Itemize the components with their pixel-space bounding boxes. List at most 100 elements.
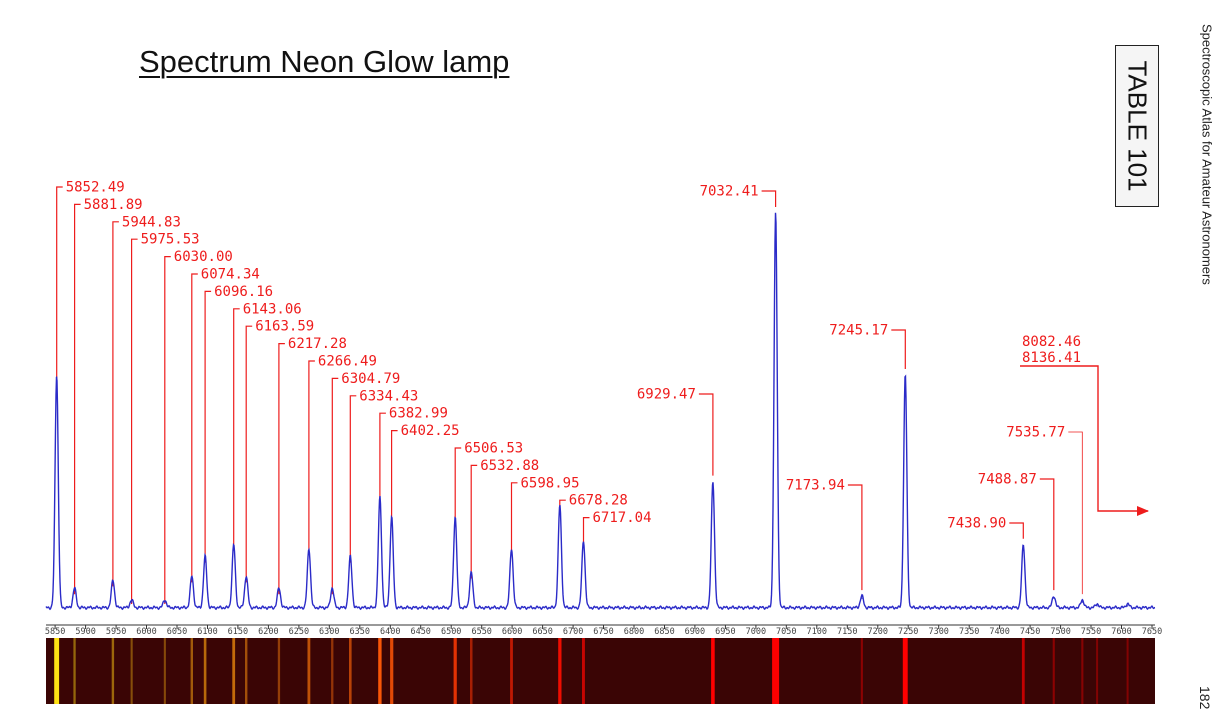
x-tick-label: 6050 [167,627,187,637]
offscale-label: 8136.41 [1022,350,1081,366]
emission-peak [470,573,472,576]
x-tick-label: 7400 [989,627,1009,637]
emission-peak [164,601,166,603]
emission-peak [510,550,513,552]
annotation-leader [56,186,63,381]
annotation-leader [1009,522,1024,539]
strip-line [1052,638,1055,704]
annotation-label: 7173.94 [786,478,845,494]
annotation-label: 6402.25 [401,423,460,439]
annotation-label: 6030.00 [174,249,233,265]
strip-line [203,638,207,704]
x-tick-label: 7650 [1142,627,1162,637]
annotation-leader [164,256,171,604]
x-tick-label: 6900 [685,627,705,637]
x-tick-label: 6650 [532,627,552,637]
x-tick-label: 7000 [746,627,766,637]
strip-line [510,638,513,704]
x-tick-label: 6000 [136,627,156,637]
x-tick-label: 7200 [868,627,888,637]
annotation-leader [391,430,398,524]
strip-line [163,638,166,704]
annotation-leader [891,329,906,369]
emission-peak [331,589,333,591]
x-tick-label: 7500 [1050,627,1070,637]
annotation-leader [582,517,590,547]
emission-peak [1127,605,1129,607]
annotation-label: 5881.89 [84,197,143,213]
page-title: Spectrum Neon Glow lamp [139,44,510,79]
annotation-leader [278,343,285,595]
emission-peak [775,214,777,216]
x-tick-label: 6300 [319,627,339,637]
strip-line [390,638,394,704]
x-tick-label: 6700 [563,627,583,637]
x-tick-label: 5850 [45,627,65,637]
strip-line [130,638,133,704]
annotation-leader [847,484,863,591]
x-tick-label: 5900 [75,627,95,637]
annotation-leader [761,190,777,207]
x-tick-label: 7350 [959,627,979,637]
offscale-label: 8082.46 [1022,334,1081,350]
x-tick-label: 6250 [289,627,309,637]
x-tick-label: 6200 [258,627,278,637]
strip-line [1021,638,1025,704]
emission-peak [112,581,114,584]
annotation-leader [245,325,253,583]
strip-line [772,638,780,704]
annotation-leader [1068,431,1083,595]
strip-line [1096,638,1099,704]
x-tick-label: 6100 [197,627,217,637]
emission-peak [1022,546,1024,548]
annotation-leader [1039,478,1055,591]
annotation-leader [331,377,339,595]
emission-peak [582,542,585,544]
emission-peak [712,483,714,485]
annotation-leader [470,464,478,579]
emission-peak [131,601,133,603]
annotation-leader [131,238,138,604]
x-tick-label: 7100 [807,627,827,637]
x-tick-label: 7050 [776,627,796,637]
strip-line [1126,638,1129,704]
strip-line [378,638,382,704]
strip-line [349,638,352,704]
annotation-label: 7438.90 [947,516,1006,532]
annotation-label: 6304.79 [341,371,400,387]
annotation-leader [204,290,212,563]
emission-peak [1081,601,1083,603]
annotation-label: 6163.59 [255,319,314,335]
annotation-leader [379,412,386,504]
emission-peak [1096,605,1098,607]
strip-line [54,638,60,704]
strip-line [902,638,908,704]
annotation-label: 6678.28 [569,493,628,509]
strip-line [277,638,281,704]
strip-line [470,638,473,704]
annotation-label: 6717.04 [593,510,652,526]
table-label-box: TABLE 101 [1115,45,1159,207]
emission-peak [454,518,456,520]
strip-line [232,638,236,704]
annotation-leader [698,393,714,476]
emission-peak [245,577,247,580]
annotation-label: 6074.34 [201,267,260,283]
annotation-leader [510,482,518,555]
spectrum-curve [45,212,1156,611]
x-tick-label: 6600 [502,627,522,637]
x-tick-label: 6800 [624,627,644,637]
strip-line [190,638,193,704]
annotation-label: 6506.53 [464,441,523,457]
annotation-leader [112,221,119,587]
strip-line [307,638,311,704]
annotation-label: 7535.77 [1006,425,1065,441]
x-tick-label: 7300 [928,627,948,637]
annotation-label: 6598.95 [521,475,580,491]
strip-line [582,638,585,704]
x-tick-label: 7450 [1020,627,1040,637]
annotation-label: 6382.99 [389,406,448,422]
x-tick-label: 7250 [898,627,918,637]
